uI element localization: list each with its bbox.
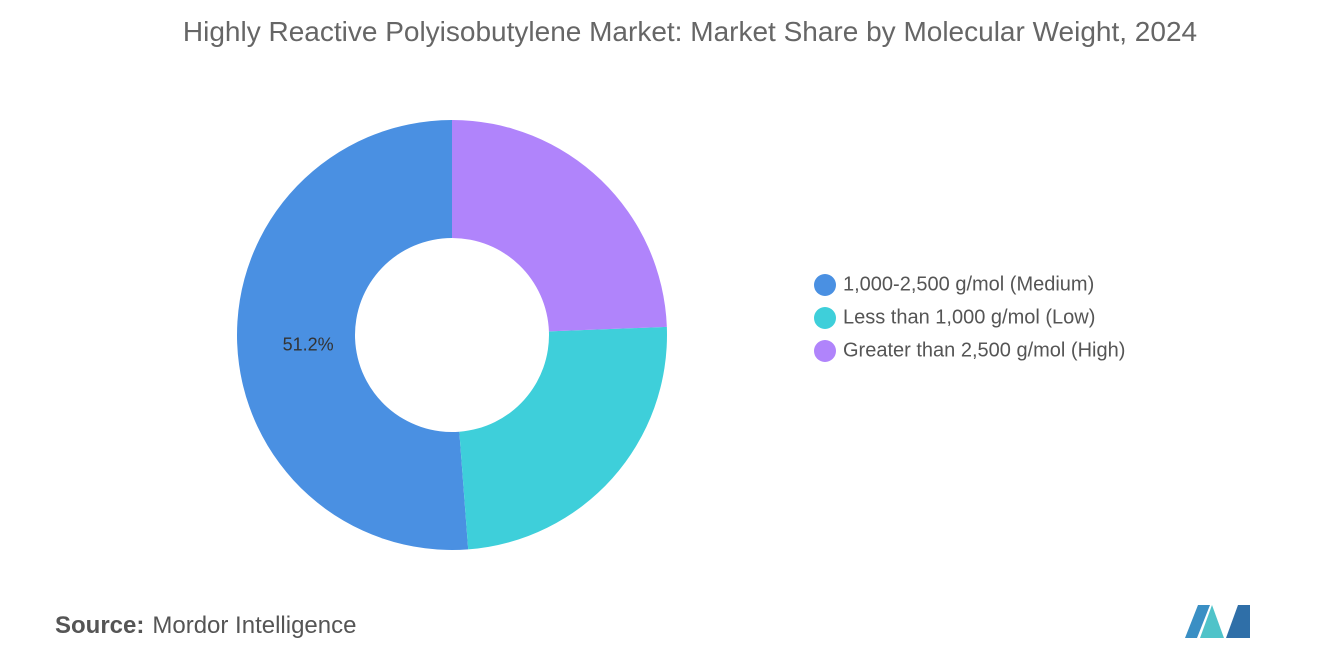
legend-swatch: [814, 274, 836, 296]
slice: [236, 119, 469, 550]
chart-title: Highly Reactive Polyisobutylene Market: …: [182, 16, 1198, 47]
value-label: 51.2%: [283, 335, 334, 355]
logo: [1185, 605, 1250, 638]
source-text: Mordor Intelligence: [152, 612, 357, 639]
source: Source: Mordor Intelligence: [55, 612, 356, 640]
source-label: Source:: [55, 612, 145, 639]
legend-label: Less than 1,000 g/mol (Low): [843, 306, 1095, 328]
legend-label: Greater than 2,500 g/mol (High): [843, 339, 1125, 361]
slice: [459, 326, 667, 550]
legend-label: 1,000-2,500 g/mol (Medium): [843, 273, 1094, 295]
legend-swatch: [814, 307, 836, 329]
legend-swatch: [814, 340, 836, 362]
slice: [452, 120, 667, 332]
